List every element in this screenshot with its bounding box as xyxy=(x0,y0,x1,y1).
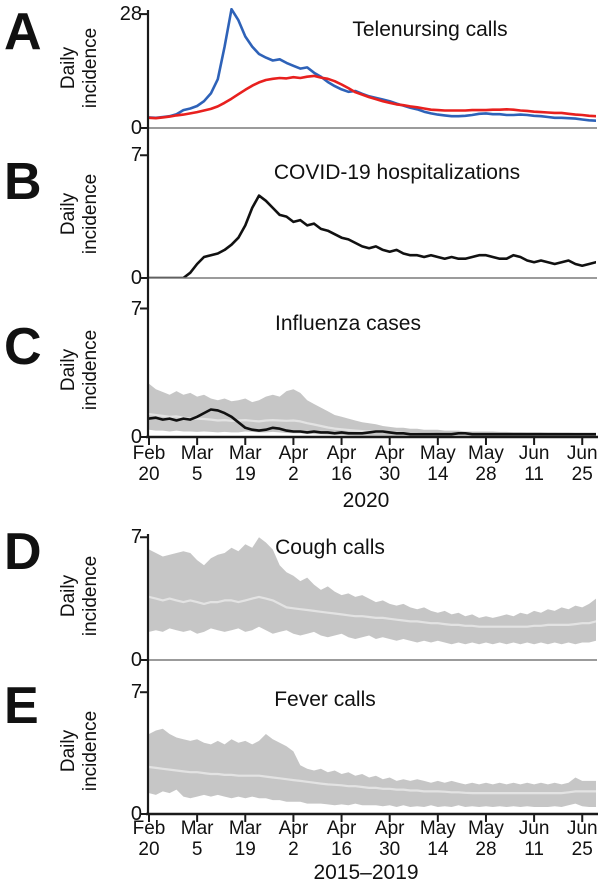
panel-e-plot-area xyxy=(149,687,596,814)
panel-b-ymax-label: 7 xyxy=(130,144,142,166)
x-tick-label-apr-30: Apr 30 xyxy=(374,443,405,485)
panel-e-y-axis-title: Daily incidence xyxy=(58,710,101,792)
panel-a-ymax-label: 28 xyxy=(119,3,142,25)
x-tick-label-feb-20: Feb 20 xyxy=(132,443,166,485)
x-tick-label-apr-2: Apr 2 xyxy=(278,443,309,485)
x-axis-year-bottom: 2015–2019 xyxy=(313,861,419,884)
panel-e-ymax-label: 7 xyxy=(130,681,142,703)
panel-d-title: Cough calls xyxy=(275,536,385,559)
panel-e-title: Fever calls xyxy=(274,688,376,711)
panel-b-title: COVID-19 hospitalizations xyxy=(273,161,521,184)
x-tick-label-may-14: May 14 xyxy=(419,443,456,485)
black-line-path xyxy=(149,194,596,278)
x-tick-label-jun-11: Jun 11 xyxy=(518,443,550,485)
x-tick-label-jun-25: Jun 25 xyxy=(566,818,598,860)
panel-c-title: Influenza cases xyxy=(275,312,421,335)
panel-c-plot-area xyxy=(149,303,596,437)
x-tick-label-apr-16: Apr 16 xyxy=(326,443,357,485)
panel-d-ymin-label: 0 xyxy=(130,649,142,671)
panel-a-chart xyxy=(149,8,596,122)
panel-a-title: Telenursing calls xyxy=(352,18,508,41)
blue-line-path xyxy=(149,8,596,122)
x-tick-label-mar-19: Mar 19 xyxy=(228,818,262,860)
panel-b-plot-area xyxy=(149,150,596,278)
x-tick-label-mar-5: Mar 5 xyxy=(180,443,214,485)
x-tick-label-mar-5: Mar 5 xyxy=(180,818,214,860)
x-tick-label-may-28: May 28 xyxy=(468,443,504,485)
black-line-path xyxy=(149,408,596,436)
red-line-path xyxy=(149,74,596,120)
panel-c-ymin-label: 0 xyxy=(130,426,142,448)
panel-a-letter: A xyxy=(4,3,42,61)
x-axis-year-top: 2020 xyxy=(342,489,390,512)
panel-c-letter: C xyxy=(4,318,42,376)
panel-d-chart xyxy=(149,537,596,645)
x-tick-label-feb-20: Feb 20 xyxy=(132,818,166,860)
median-line-path xyxy=(149,765,596,795)
panel-e-ymin-label: 0 xyxy=(130,803,142,825)
panel-c-y-axis-title: Daily incidence xyxy=(58,329,101,411)
x-tick-label-jun-25: Jun 25 xyxy=(566,443,598,485)
panel-e-letter: E xyxy=(4,677,39,735)
x-tick-label-jun-11: Jun 11 xyxy=(518,818,550,860)
panel-d-y-axis-title: Daily incidence xyxy=(58,555,101,637)
panel-c-chart xyxy=(149,383,596,436)
panel-d-plot-area xyxy=(149,532,596,660)
panel-c-ymax-label: 7 xyxy=(130,298,142,320)
panel-e-chart xyxy=(149,728,596,807)
panel-d-ymax-label: 7 xyxy=(130,526,142,548)
x-tick-label-mar-19: Mar 19 xyxy=(228,443,262,485)
panel-a-plot-area xyxy=(149,8,596,128)
x-tick-label-apr-30: Apr 30 xyxy=(374,818,405,860)
panel-b-letter: B xyxy=(4,153,42,211)
panel-d-letter: D xyxy=(4,523,42,581)
median-line-path xyxy=(149,595,596,628)
historical-range-band xyxy=(149,383,596,436)
panel-b-chart xyxy=(149,194,596,278)
x-tick-label-apr-16: Apr 16 xyxy=(326,818,357,860)
x-tick-label-may-28: May 28 xyxy=(468,818,504,860)
panel-b-ymin-label: 0 xyxy=(130,267,142,289)
panel-a-ymin-label: 0 xyxy=(130,117,142,139)
historical-range-band xyxy=(149,537,596,645)
x-tick-label-may-14: May 14 xyxy=(419,818,456,860)
x-tick-label-apr-2: Apr 2 xyxy=(278,818,309,860)
panel-b-y-axis-title: Daily incidence xyxy=(58,173,101,255)
historical-range-band xyxy=(149,728,596,807)
